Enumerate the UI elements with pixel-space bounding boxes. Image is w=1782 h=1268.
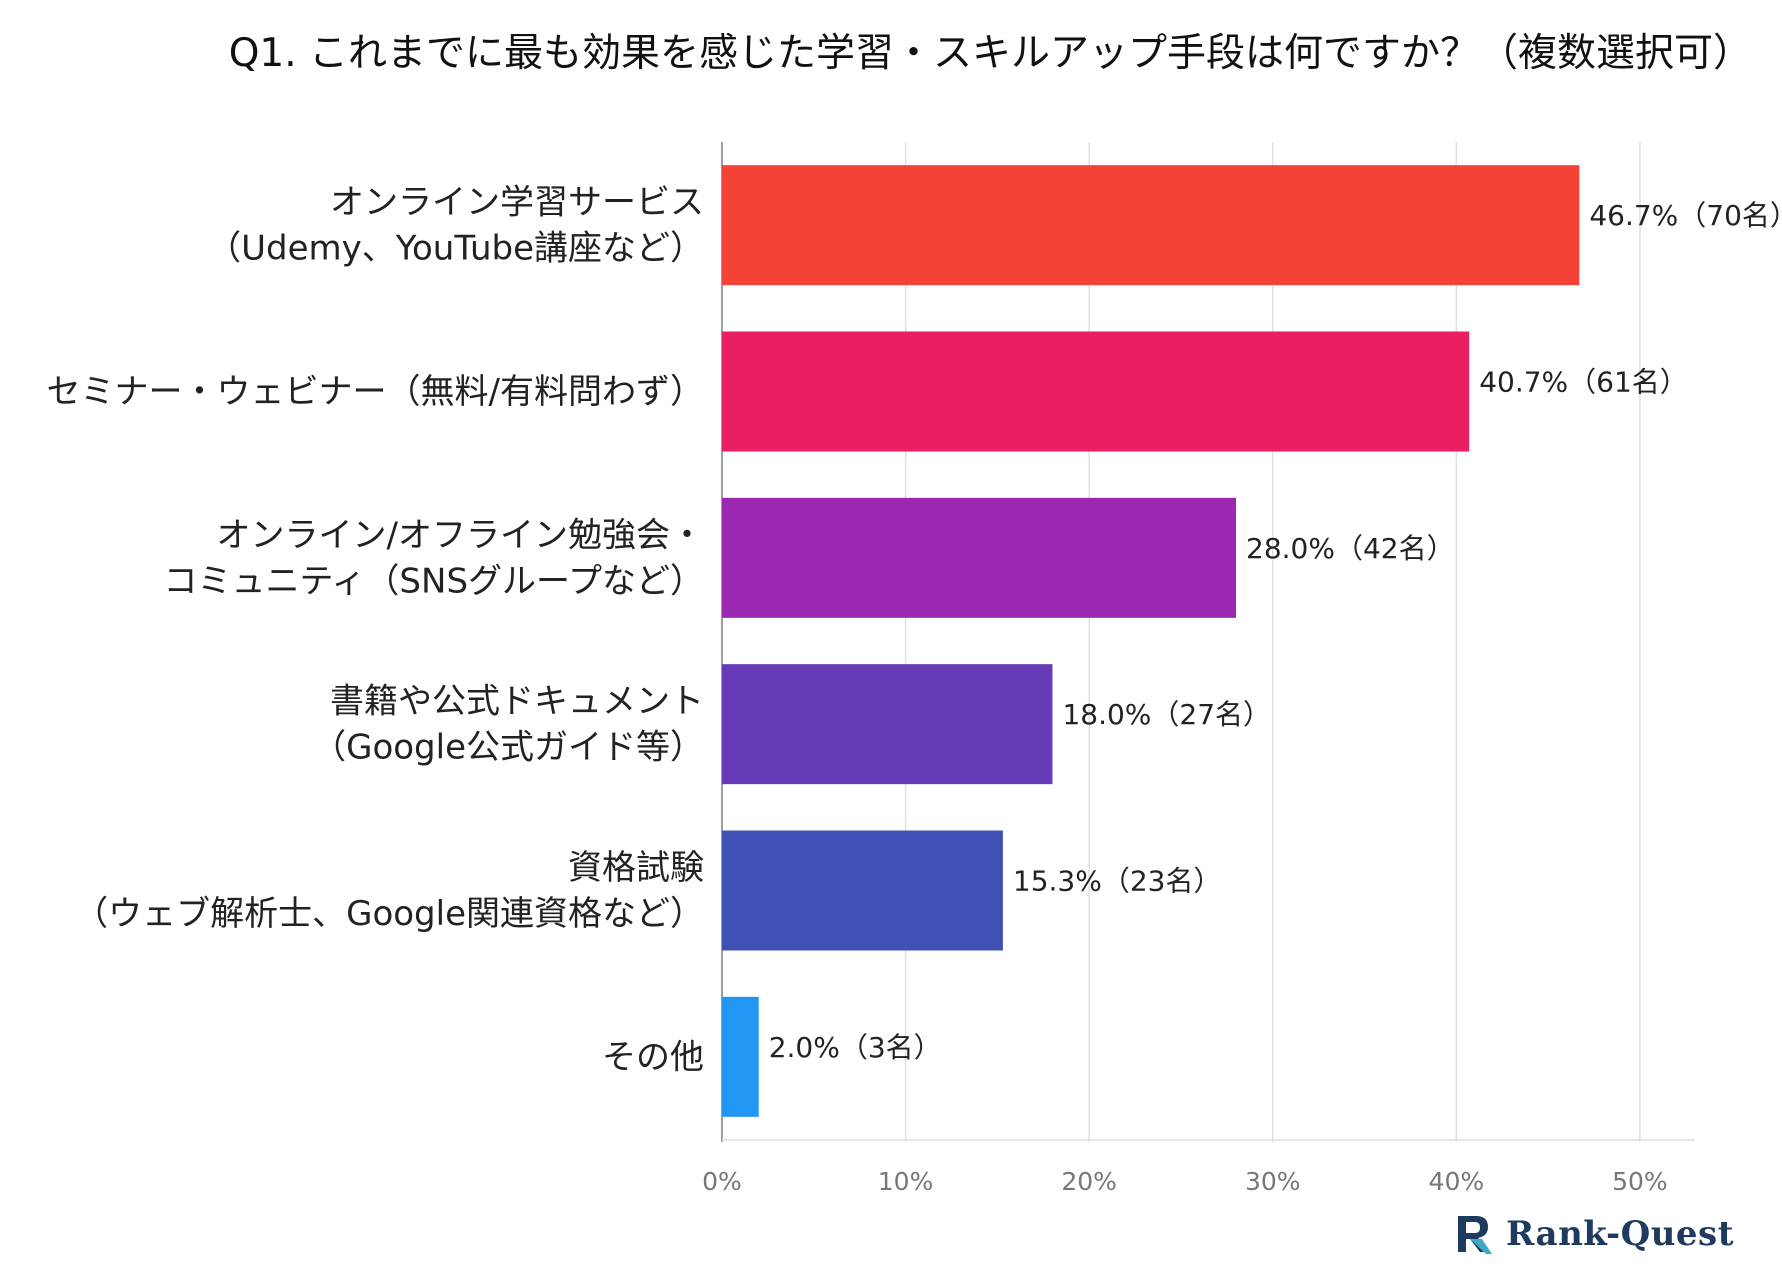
category-label: セミナー・ウェビナー（無料/有料問わず） (47, 372, 704, 412)
category-label: 資格試験 （ウェブ解析士、Google関連資格など） (74, 848, 704, 934)
value-label: 2.0%（3名） (769, 1031, 942, 1064)
value-label: 18.0%（27名） (1062, 698, 1271, 731)
category-label-line: オンライン学習サービス (330, 183, 704, 223)
bar (722, 996, 759, 1117)
bar (722, 830, 1003, 951)
category-label-line: セミナー・ウェビナー（無料/有料問わず） (47, 372, 704, 412)
x-tick-label: 0% (702, 1167, 742, 1196)
bar (722, 664, 1053, 785)
category-label-line: （Google公式ガイド等） (312, 728, 704, 768)
category-labels: オンライン学習サービス （Udemy、YouTube講座など） セミナー・ウェビナー… (47, 183, 704, 1078)
bar (722, 331, 1470, 452)
x-tick-label: 50% (1612, 1167, 1668, 1196)
category-label-line: 資格試験 (568, 848, 704, 888)
value-label: 40.7%（61名） (1479, 366, 1688, 399)
category-label-line: （ウェブ解析士、Google関連資格など） (74, 894, 704, 934)
chart-title: Q1. これまでに最も効果を感じた学習・スキルアップ手段は何ですか？（複数選択可… (228, 31, 1752, 76)
category-label-line: その他 (602, 1037, 704, 1077)
category-label-line: コミュニティ（SNSグループなど） (163, 561, 704, 601)
category-label: オンライン学習サービス （Udemy、YouTube講座など） (207, 183, 704, 269)
x-tick-label: 10% (878, 1167, 934, 1196)
logo-text: Rank-Quest (1506, 1214, 1734, 1254)
x-tick-label: 30% (1245, 1167, 1301, 1196)
category-label: 書籍や公式ドキュメント （Google公式ガイド等） (312, 682, 704, 768)
value-label: 46.7%（70名） (1589, 199, 1782, 232)
grid-lines (721, 142, 1695, 1142)
category-label-line: オンライン/オフライン勉強会・ (217, 515, 704, 555)
x-tick-label: 20% (1061, 1167, 1117, 1196)
brand-logo: Rank-Quest (1452, 1210, 1734, 1258)
value-label: 28.0%（42名） (1246, 532, 1455, 565)
value-label: 15.3%（23名） (1013, 865, 1222, 898)
category-label-line: （Udemy、YouTube講座など） (207, 229, 704, 269)
category-label-line: 書籍や公式ドキュメント (330, 682, 704, 722)
x-axis-ticks: 0% 10% 20% 30% 40% 50% (702, 1167, 1668, 1196)
category-label: その他 (602, 1037, 704, 1077)
bar (722, 497, 1237, 618)
bar (722, 165, 1580, 286)
value-labels: 46.7%（70名） 40.7%（61名） 28.0%（42名） 18.0%（27名）… (769, 199, 1782, 1064)
bars (722, 165, 1580, 1117)
x-tick-label: 40% (1429, 1167, 1485, 1196)
rank-quest-logo-icon (1458, 1216, 1492, 1254)
category-label: オンライン/オフライン勉強会・コミュニティ（SNSグループなど） (163, 515, 704, 601)
